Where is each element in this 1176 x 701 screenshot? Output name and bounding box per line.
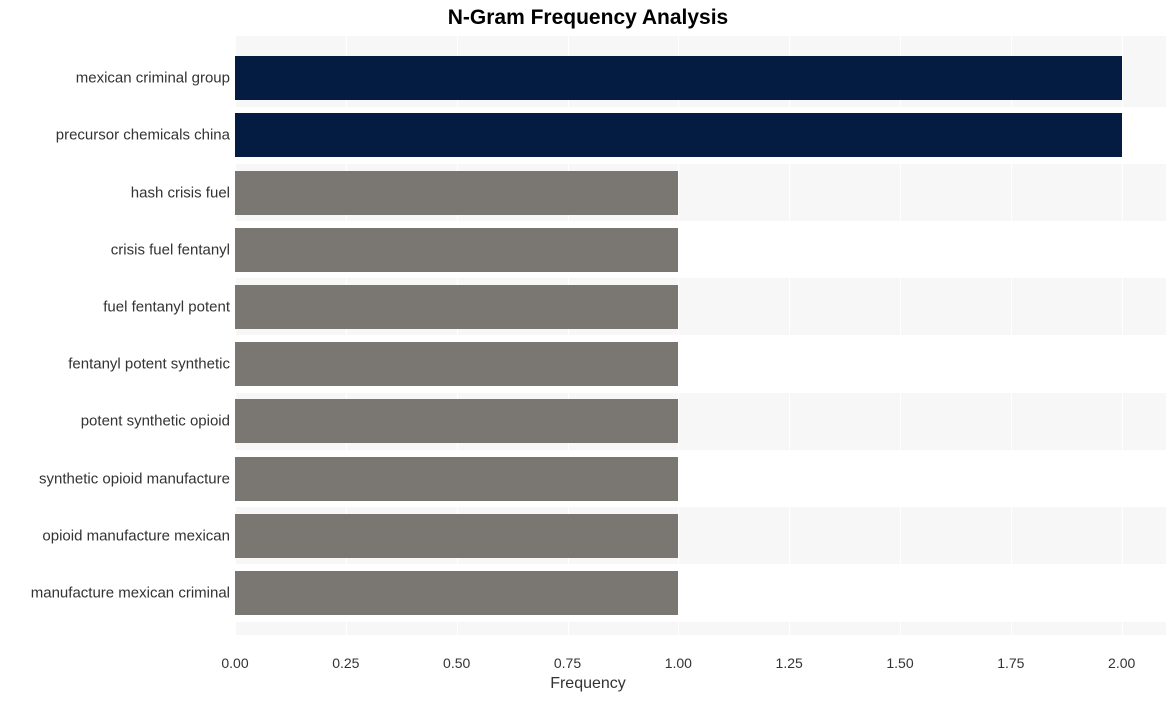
bar xyxy=(235,228,678,272)
y-tick-label: hash crisis fuel xyxy=(131,184,230,201)
bar xyxy=(235,457,678,501)
y-tick-label: fentanyl potent synthetic xyxy=(68,356,230,373)
x-axis-label: Frequency xyxy=(0,675,1176,693)
x-tick-label: 1.50 xyxy=(886,655,913,671)
row-band xyxy=(235,36,1166,50)
row-band xyxy=(235,622,1166,636)
x-tick-label: 0.25 xyxy=(332,655,359,671)
y-tick-label: synthetic opioid manufacture xyxy=(39,470,230,487)
y-tick-label: crisis fuel fentanyl xyxy=(111,241,230,258)
x-tick-label: 0.00 xyxy=(221,655,248,671)
bar xyxy=(235,399,678,443)
gridline xyxy=(1122,36,1123,635)
y-tick-label: mexican criminal group xyxy=(76,70,230,87)
x-tick-label: 1.25 xyxy=(776,655,803,671)
bar xyxy=(235,285,678,329)
bar xyxy=(235,171,678,215)
bar xyxy=(235,113,1122,157)
bar xyxy=(235,56,1122,100)
y-tick-label: precursor chemicals china xyxy=(56,127,230,144)
x-tick-label: 0.75 xyxy=(554,655,581,671)
chart-title: N-Gram Frequency Analysis xyxy=(0,6,1176,30)
plot-area xyxy=(235,36,1166,635)
bar xyxy=(235,571,678,615)
y-tick-label: fuel fentanyl potent xyxy=(103,298,230,315)
x-tick-label: 2.00 xyxy=(1108,655,1135,671)
ngram-frequency-chart: N-Gram Frequency Analysis Frequency mexi… xyxy=(0,0,1176,701)
bar xyxy=(235,342,678,386)
y-tick-label: opioid manufacture mexican xyxy=(42,527,230,544)
y-tick-label: potent synthetic opioid xyxy=(81,413,230,430)
bar xyxy=(235,514,678,558)
x-tick-label: 1.75 xyxy=(997,655,1024,671)
y-tick-label: manufacture mexican criminal xyxy=(31,584,230,601)
x-tick-label: 1.00 xyxy=(665,655,692,671)
x-tick-label: 0.50 xyxy=(443,655,470,671)
